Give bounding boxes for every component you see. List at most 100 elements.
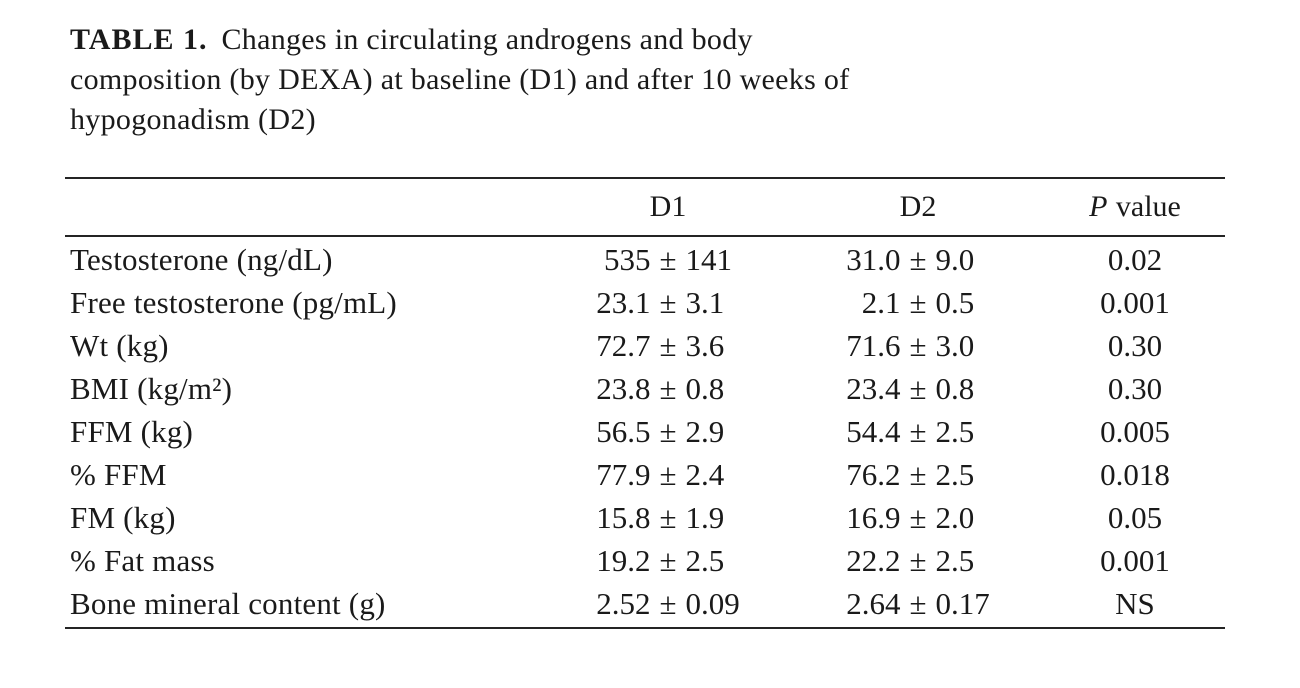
d1-sd: 1.9 [685, 500, 725, 535]
plus-minus-sign: ± [659, 371, 677, 406]
plus-minus-sign: ± [659, 586, 677, 621]
d2-mean: 23.4 [846, 371, 901, 406]
plus-minus-sign: ± [659, 285, 677, 320]
plus-minus-sign: ± [659, 328, 677, 363]
d1-mean: 23.1 [596, 285, 651, 320]
d2-mean: 71.6 [846, 328, 901, 363]
d2-mean: 31.0 [846, 242, 901, 277]
d2-mean: 2.1 [861, 285, 901, 320]
d1-sd: 2.4 [685, 457, 725, 492]
p-value-cell: 0.005 [1100, 414, 1170, 449]
plus-minus-sign: ± [909, 285, 927, 320]
header-p-rest: value [1115, 190, 1181, 223]
d2-value-cell: 31.0 ±9.0 [791, 238, 1045, 281]
d1-value-cell: 535 ±141 [545, 238, 791, 281]
plus-minus-sign: ± [659, 414, 677, 449]
d2-sd: 2.0 [935, 500, 975, 535]
d2-sd: 9.0 [935, 242, 975, 277]
table-number-label: TABLE 1. [70, 23, 208, 56]
d1-mean: 15.8 [596, 500, 651, 535]
table-bottom-rule [65, 627, 1225, 629]
d1-value-cell: 15.8 ±1.9 [545, 496, 791, 539]
d1-sd: 2.5 [685, 543, 725, 578]
caption-line-2: composition (by DEXA) at baseline (D1) a… [70, 63, 850, 96]
table-row: Free testosterone (pg/mL) 23.1 ±3.1 2.1 ±0… [65, 281, 1225, 324]
p-value-cell: 0.001 [1100, 543, 1170, 578]
table-row: BMI (kg/m²) 23.8 ±0.8 23.4 ±0.8 0.30 [65, 367, 1225, 410]
plus-minus-sign: ± [909, 328, 927, 363]
d1-mean: 77.9 [596, 457, 651, 492]
d1-sd: 0.8 [685, 371, 725, 406]
row-label: Wt (kg) [70, 328, 169, 363]
row-label: BMI (kg/m²) [70, 371, 233, 406]
p-value-cell: 0.02 [1107, 242, 1163, 277]
caption-text-1: Changes in circulating androgens and bod… [221, 23, 753, 56]
d2-mean: 76.2 [846, 457, 901, 492]
d1-value-cell: 72.7 ±3.6 [545, 324, 791, 367]
plus-minus-sign: ± [909, 500, 927, 535]
d2-sd: 0.5 [935, 285, 975, 320]
row-label: Free testosterone (pg/mL) [70, 285, 397, 320]
plus-minus-sign: ± [909, 414, 927, 449]
p-value-cell: 0.018 [1100, 457, 1170, 492]
d1-mean: 72.7 [596, 328, 651, 363]
d2-sd: 2.5 [935, 543, 975, 578]
plus-minus-sign: ± [909, 457, 927, 492]
p-value-cell: 0.001 [1100, 285, 1170, 320]
table-top-rule [65, 177, 1225, 179]
header-d1: D1 [649, 190, 687, 223]
plus-minus-sign: ± [659, 457, 677, 492]
d1-value-cell: 77.9 ±2.4 [545, 453, 791, 496]
table-1-block: TABLE 1. Changes in circulating androgens… [65, 20, 1225, 629]
table-row: Testosterone (ng/dL) 535 ±141 31.0 ±9.0 0.… [65, 238, 1225, 281]
d2-value-cell: 76.2 ±2.5 [791, 453, 1045, 496]
d1-mean: 19.2 [596, 543, 651, 578]
table-mid-rule [65, 235, 1225, 237]
d1-mean: 23.8 [596, 371, 651, 406]
d2-value-cell: 2.64 ±0.17 [791, 582, 1045, 625]
p-value-cell: 0.30 [1107, 328, 1163, 363]
table-caption: TABLE 1. Changes in circulating androgens… [70, 20, 1225, 140]
header-d2: D2 [899, 190, 937, 223]
row-label: FFM (kg) [70, 414, 194, 449]
header-p-italic: P [1089, 190, 1108, 223]
plus-minus-sign: ± [909, 242, 927, 277]
d2-sd: 3.0 [935, 328, 975, 363]
d1-value-cell: 19.2 ±2.5 [545, 539, 791, 582]
plus-minus-sign: ± [659, 500, 677, 535]
table-body: Testosterone (ng/dL) 535 ±141 31.0 ±9.0 0.… [65, 237, 1225, 627]
p-value-cell: 0.30 [1107, 371, 1163, 406]
d2-mean: 16.9 [846, 500, 901, 535]
plus-minus-sign: ± [659, 242, 677, 277]
d2-value-cell: 16.9 ±2.0 [791, 496, 1045, 539]
d2-value-cell: 71.6 ±3.0 [791, 324, 1045, 367]
d2-sd: 0.8 [935, 371, 975, 406]
d2-value-cell: 2.1 ±0.5 [791, 281, 1045, 324]
d1-mean: 2.52 [596, 586, 651, 621]
d1-value-cell: 23.1 ±3.1 [545, 281, 791, 324]
d2-mean: 22.2 [846, 543, 901, 578]
d1-mean: 535 [603, 242, 651, 277]
d2-sd: 2.5 [935, 414, 975, 449]
row-label: % FFM [70, 457, 167, 492]
table-row: Wt (kg) 72.7 ±3.6 71.6 ±3.0 0.30 [65, 324, 1225, 367]
d1-sd: 3.1 [685, 285, 725, 320]
row-label: Bone mineral content (g) [70, 586, 386, 621]
table-row: Bone mineral content (g) 2.52 ±0.09 2.64 ±… [65, 582, 1225, 625]
table-row: % FFM 77.9 ±2.4 76.2 ±2.5 0.018 [65, 453, 1225, 496]
d2-mean: 54.4 [846, 414, 901, 449]
plus-minus-sign: ± [909, 371, 927, 406]
d1-mean: 56.5 [596, 414, 651, 449]
d2-sd: 0.17 [935, 586, 990, 621]
d1-sd: 141 [685, 242, 733, 277]
table-row: % Fat mass 19.2 ±2.5 22.2 ±2.5 0.001 [65, 539, 1225, 582]
d1-sd: 3.6 [685, 328, 725, 363]
table-row: FM (kg) 15.8 ±1.9 16.9 ±2.0 0.05 [65, 496, 1225, 539]
d2-value-cell: 22.2 ±2.5 [791, 539, 1045, 582]
p-value-cell: NS [1115, 586, 1155, 621]
caption-line-3: hypogonadism (D2) [70, 103, 316, 136]
d1-sd: 2.9 [685, 414, 725, 449]
